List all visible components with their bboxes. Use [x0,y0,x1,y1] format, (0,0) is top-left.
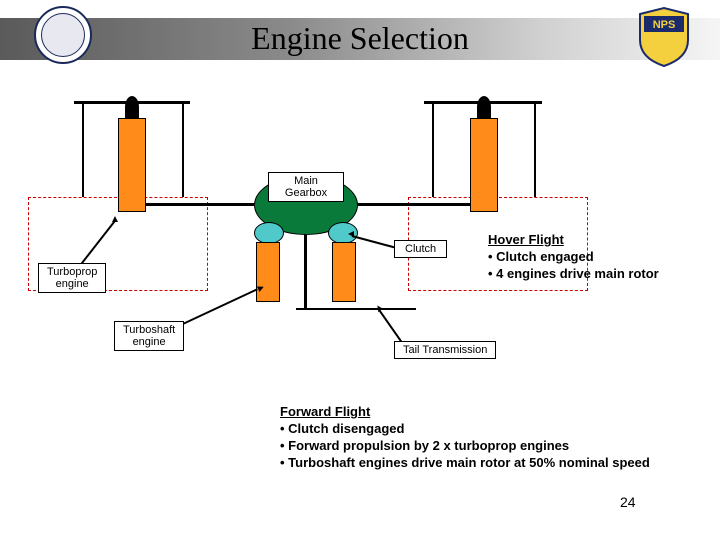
clutch-left [254,222,284,244]
turboprop-right [470,118,498,212]
page-title: Engine Selection [160,20,560,57]
strut-l2 [182,103,184,197]
strut-l1 [82,103,84,197]
gearbox-label: Main Gearbox [268,172,344,202]
shaft-tail-v [304,233,307,308]
rotor-hub-l [125,96,139,118]
logo-left-seal [34,6,92,64]
callout-clutch [352,235,397,248]
forward-b3: • Turboshaft engines drive main rotor at… [280,455,650,472]
callout-turboshaft [172,288,258,329]
clutch-label: Clutch [394,240,447,258]
page-number: 24 [620,494,636,510]
engine-diagram: Main Gearbox Clutch Turboprop engine Tur… [0,85,720,345]
shaft-right [356,203,470,206]
hover-b2: • 4 engines drive main rotor [488,266,659,283]
hover-b1: • Clutch engaged [488,249,659,266]
forward-flight-text: Forward Flight • Clutch disengaged • For… [280,404,650,472]
logo-left-inner-icon [41,13,85,57]
turboshaft-left [256,242,280,302]
turboprop-left [118,118,146,212]
svg-text:NPS: NPS [653,19,676,31]
hover-flight-text: Hover Flight • Clutch engaged • 4 engine… [488,232,659,283]
shaft-tail-h [296,308,416,310]
forward-b2: • Forward propulsion by 2 x turboprop en… [280,438,650,455]
rotor-hub-r [477,96,491,118]
strut-r1 [432,103,434,197]
logo-right-shield-icon: NPS [636,6,692,68]
turboshaft-label: Turboshaft engine [114,321,184,351]
callout-clutch-arrow [348,231,354,237]
tail-label: Tail Transmission [394,341,496,359]
forward-b1: • Clutch disengaged [280,421,650,438]
turboprop-label: Turboprop engine [38,263,106,293]
shaft-left [146,203,256,206]
forward-title: Forward Flight [280,404,650,421]
strut-r2 [534,103,536,197]
callout-tail-arrow [375,304,383,312]
turboshaft-right [332,242,356,302]
hover-title: Hover Flight [488,232,659,249]
callout-turboprop-arrow [112,216,118,222]
